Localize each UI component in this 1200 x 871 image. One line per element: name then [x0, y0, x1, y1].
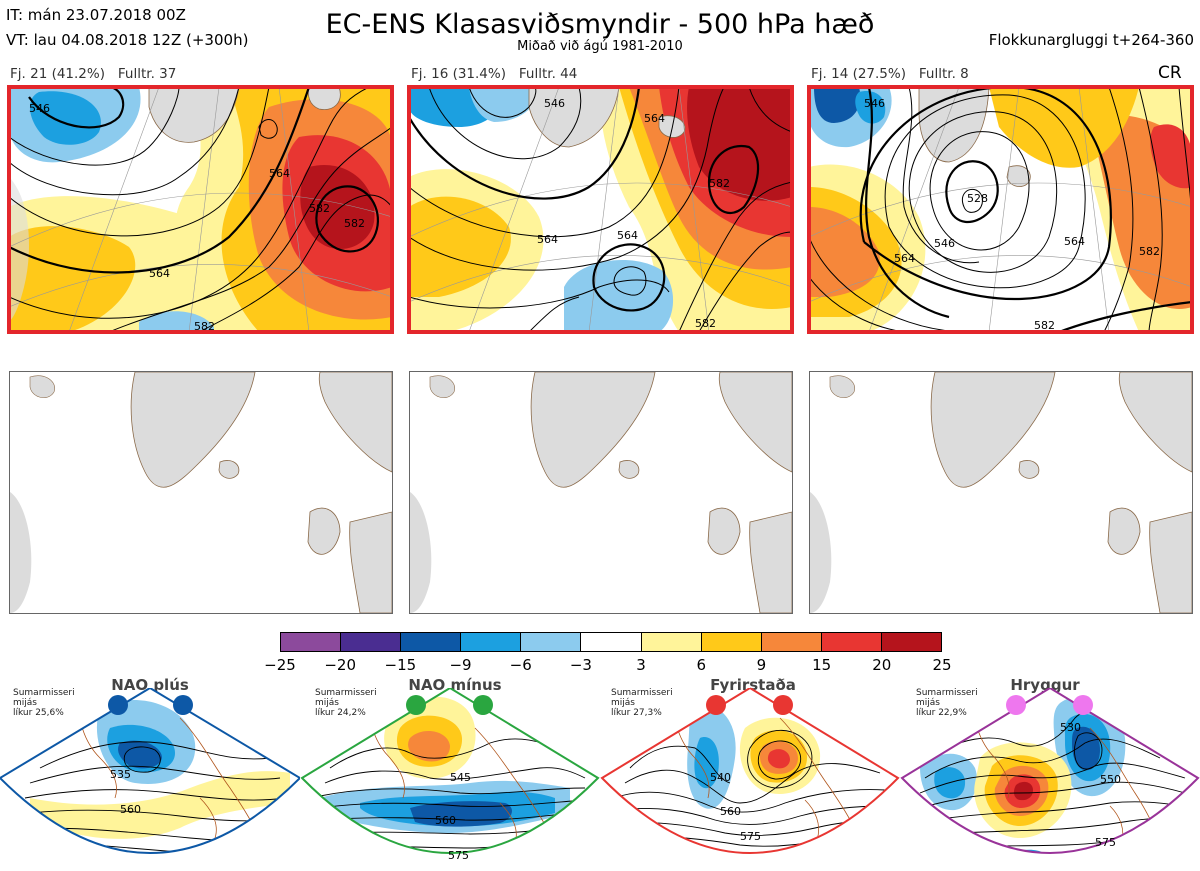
- contour-label: 564: [617, 229, 638, 242]
- regime-4-map: 530 550 575: [900, 688, 1200, 854]
- regime-1-map: 535 560: [0, 688, 300, 854]
- contour-label: 582: [695, 317, 716, 330]
- colorbar-swatch: [821, 633, 882, 651]
- regime-2-title: NAO mínus: [408, 676, 502, 694]
- contour-label: 582: [1139, 245, 1160, 258]
- contour-label: 560: [435, 814, 456, 827]
- cluster-2-label: Fj. 16 (31.4%) Fulltr. 44: [411, 66, 578, 82]
- colorbar-swatch: [701, 633, 762, 651]
- contour-label: 564: [537, 233, 558, 246]
- colorbar-tick-label: −20: [324, 656, 356, 674]
- contour-label: 582: [709, 177, 730, 190]
- colorbar-tick-label: 25: [932, 656, 952, 674]
- contour-label: 546: [544, 97, 565, 110]
- regime-3-title: Fyrirstaða: [710, 676, 796, 694]
- contour-label: 582: [309, 202, 330, 215]
- empty-map-1: [9, 371, 393, 614]
- regime-2-map: 545 560 575: [300, 688, 600, 862]
- empty-map-3: [809, 371, 1193, 614]
- contour-label: 575: [740, 830, 761, 843]
- regime-4-note: Sumarmisseri mijás líkur 22,9%: [916, 688, 978, 718]
- colorbar-swatch: [761, 633, 822, 651]
- colorbar-tick-label: 15: [812, 656, 832, 674]
- contour-label: 530: [1060, 721, 1081, 734]
- colorbar-swatch: [341, 633, 402, 651]
- cluster-3-label: Fj. 14 (27.5%) Fulltr. 8: [811, 66, 969, 82]
- cluster-1-map: 546 564 582 582 564 582: [9, 87, 392, 332]
- contour-label: 582: [344, 217, 365, 230]
- contour-label: 546: [934, 237, 955, 250]
- colorbar-tick-label: 3: [636, 656, 646, 674]
- regime-2-note: Sumarmisseri mijás líkur 24,2%: [315, 688, 377, 718]
- colorbar-tick-label: 20: [872, 656, 892, 674]
- valid-time: VT: lau 04.08.2018 12Z (+300h): [6, 31, 249, 49]
- contour-label: 564: [894, 252, 915, 265]
- empty-map-2: [409, 371, 793, 614]
- regime-4-title: Hryggur: [1010, 676, 1080, 694]
- colorbar-swatch: [641, 633, 702, 651]
- page-title: EC-ENS Klasasviðsmyndir - 500 hPa hæð: [325, 9, 875, 40]
- contour-label: 528: [967, 192, 988, 205]
- colorbar-tick-label: −25: [264, 656, 296, 674]
- colorbar-swatch: [521, 633, 582, 651]
- colorbar-tick-label: −15: [384, 656, 417, 674]
- colorbar-swatch: [281, 633, 342, 651]
- colorbar: [280, 632, 942, 652]
- regime-1-title: NAO plús: [111, 676, 189, 694]
- contour-label: 564: [269, 167, 290, 180]
- contour-label: 564: [149, 267, 170, 280]
- colorbar-swatch: [581, 633, 642, 651]
- colorbar-tick-label: 6: [696, 656, 707, 674]
- colorbar-swatch: [881, 633, 942, 651]
- contour-label: 560: [720, 805, 741, 818]
- cluster-2-map: 546 564 582 564 564 582: [409, 87, 792, 332]
- colorbar-swatch: [401, 633, 462, 651]
- contour-label: 575: [448, 849, 469, 862]
- contour-label: 582: [194, 320, 215, 332]
- regime-1-note: Sumarmisseri mijás líkur 25,6%: [13, 688, 75, 718]
- colorbar-tick-label: 9: [756, 656, 767, 674]
- page-subtitle: Miðað við ágú 1981-2010: [517, 39, 683, 54]
- cluster-1-label: Fj. 21 (41.2%) Fulltr. 37: [10, 66, 177, 82]
- contour-label: 546: [29, 102, 50, 115]
- colorbar-tick-label: −6: [509, 656, 532, 674]
- contour-label: 546: [864, 97, 885, 110]
- contour-label: 535: [110, 768, 131, 781]
- initial-time: IT: mán 23.07.2018 00Z: [6, 6, 186, 24]
- contour-label: 545: [450, 771, 471, 784]
- contour-label: 582: [1034, 319, 1055, 332]
- contour-label: 575: [1095, 836, 1116, 849]
- regime-3-note: Sumarmisseri mijás líkur 27,3%: [611, 688, 673, 718]
- regime-3-map: 540 560 575: [600, 688, 900, 854]
- cr-label: CR: [1158, 63, 1182, 83]
- colorbar-swatch: [461, 633, 522, 651]
- contour-label: 560: [120, 803, 141, 816]
- colorbar-tick-label: −3: [569, 656, 592, 674]
- contour-label: 550: [1100, 773, 1121, 786]
- contour-label: 564: [1064, 235, 1085, 248]
- contour-label: 564: [644, 112, 665, 125]
- contour-label: 540: [710, 771, 731, 784]
- cluster-3-map: 546 528 546 564 564 582 582: [809, 87, 1192, 332]
- colorbar-tick-label: −9: [449, 656, 472, 674]
- clustering-window: Flokkunargluggi t+264-360: [988, 31, 1194, 49]
